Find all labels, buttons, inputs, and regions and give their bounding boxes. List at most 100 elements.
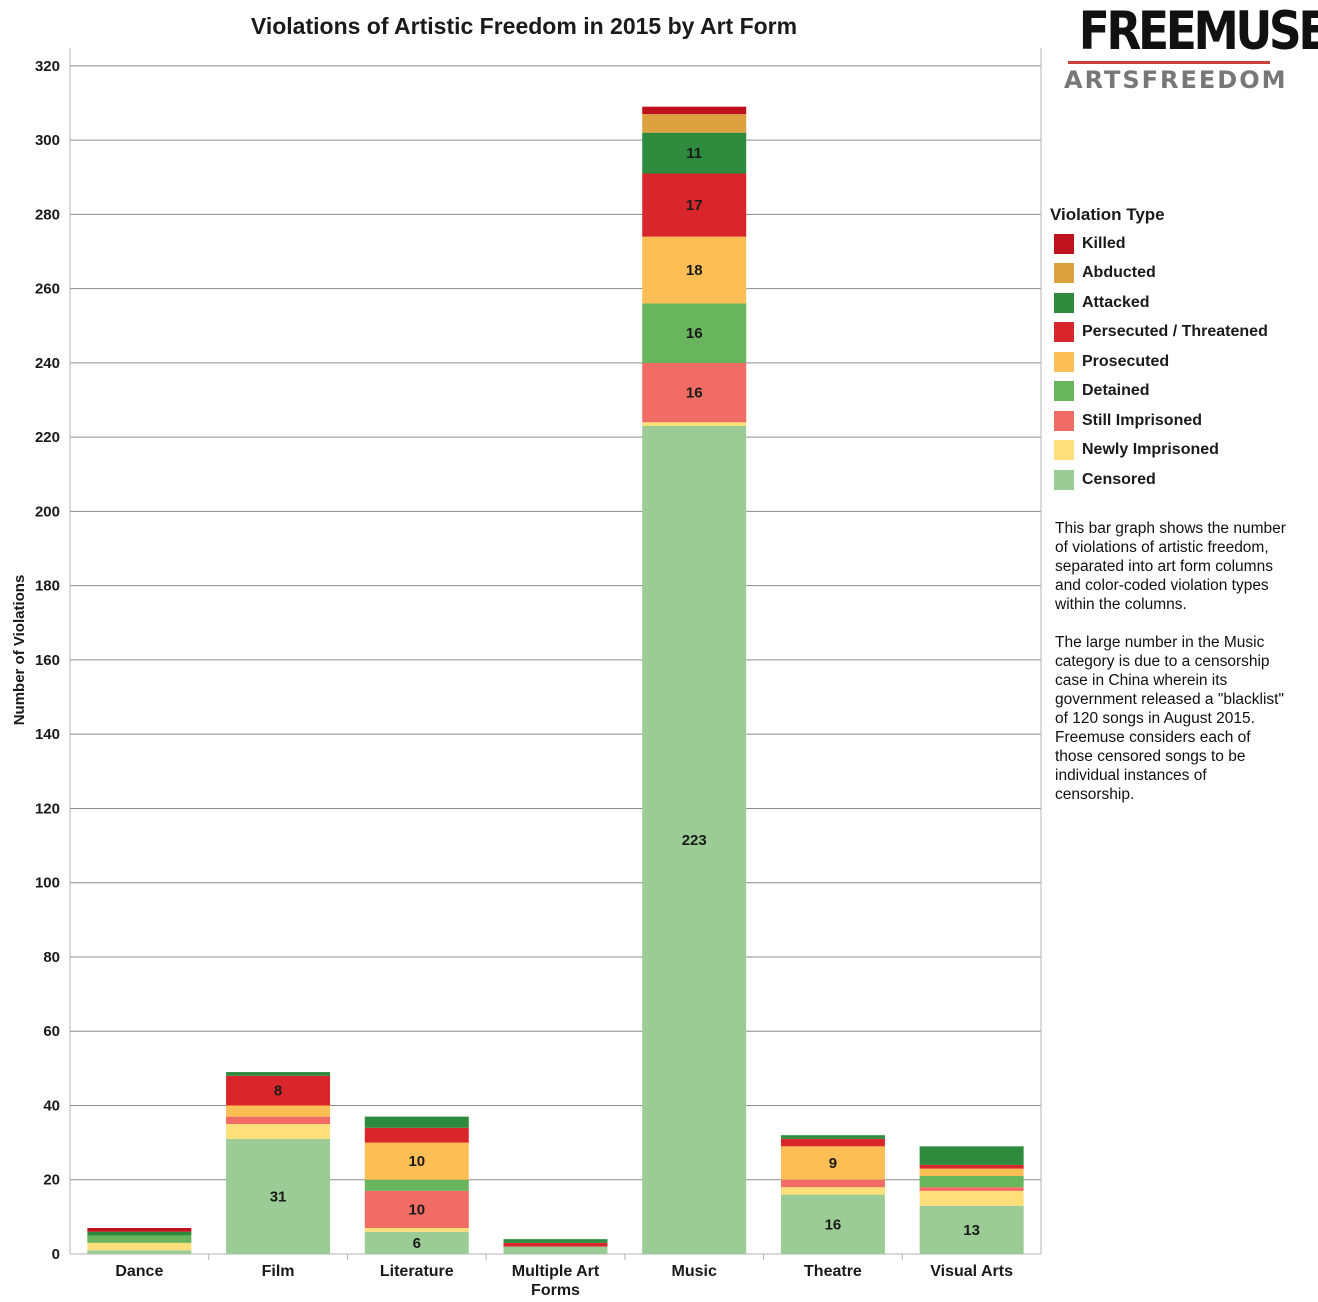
bar-segment-literature-censored <box>364 1231 469 1254</box>
bar-segment-dance-detained <box>87 1235 192 1243</box>
bar-segment-dance-attacked <box>87 1231 192 1236</box>
y-tick-label: 280 <box>35 206 60 223</box>
freemuse-logo: FREEMUSE ARTSFREEDOM <box>1064 1 1318 94</box>
x-category-label: Literature <box>380 1263 454 1280</box>
y-tick-label: 120 <box>35 800 60 817</box>
bar-segment-theatre-censored <box>780 1194 885 1254</box>
bar-segment-dance-newly-imprisoned <box>87 1242 192 1251</box>
bar-segment-music-persecuted-threatened <box>642 173 747 237</box>
y-tick-label: 140 <box>35 726 60 743</box>
data-label-visual-arts-censored: 13 <box>963 1222 980 1239</box>
bar-segment-literature-detained <box>364 1179 469 1191</box>
data-label-music-censored: 223 <box>682 832 707 849</box>
bar-segment-film-still-imprisoned <box>226 1116 331 1125</box>
logo-main-text: FREEMUSE <box>1078 1 1318 62</box>
bar-segment-music-censored <box>642 426 747 1255</box>
x-category-label: Dance <box>115 1263 163 1280</box>
bar-segment-literature-newly-imprisoned <box>364 1228 469 1232</box>
y-tick-label: 60 <box>43 1023 60 1040</box>
legend: Violation Type Killed Abducted Attacked Per… <box>1050 205 1310 495</box>
data-label-literature-still-imprisoned: 10 <box>408 1201 425 1218</box>
legend-swatch <box>1054 469 1074 490</box>
legend-label: Abducted <box>1082 264 1156 282</box>
bar-segment-visual-arts-detained <box>919 1176 1024 1188</box>
data-label-film-censored: 31 <box>270 1188 287 1205</box>
bar-segment-multiple-art-forms-censored <box>503 1246 608 1254</box>
legend-item-newly-imprisoned: Newly Imprisoned <box>1050 436 1310 466</box>
y-axis-label: Number of Violations <box>11 575 28 726</box>
legend-swatch <box>1054 292 1074 313</box>
bar-segment-visual-arts-prosecuted <box>919 1168 1024 1177</box>
y-tick-label: 200 <box>35 503 60 520</box>
logo-sub-text: ARTSFREEDOM <box>1064 66 1288 94</box>
legend-item-censored: Censored <box>1050 465 1310 495</box>
legend-swatch <box>1054 410 1074 431</box>
y-tick-label: 160 <box>35 652 60 669</box>
data-label-theatre-prosecuted: 9 <box>829 1155 837 1172</box>
data-label-music-detained: 16 <box>686 325 703 342</box>
y-tick-label: 220 <box>35 429 60 446</box>
legend-label: Attacked <box>1082 293 1150 311</box>
bar-segment-literature-attacked <box>364 1116 469 1128</box>
bar-segment-dance-killed <box>87 1228 192 1232</box>
data-label-film-persecuted-threatened: 8 <box>274 1083 282 1100</box>
bar-segment-visual-arts-censored <box>919 1205 1024 1254</box>
x-category-label: Visual Arts <box>930 1263 1013 1280</box>
description-paragraph-2: The large number in the Music category i… <box>1055 634 1284 803</box>
legend-item-abducted: Abducted <box>1050 259 1310 289</box>
legend-item-still-imprisoned: Still Imprisoned <box>1050 406 1310 436</box>
chart-description: This bar graph shows the number of viola… <box>1055 519 1287 823</box>
legend-swatch <box>1054 322 1074 343</box>
legend-label: Detained <box>1082 382 1150 400</box>
bar-segment-film-attacked <box>226 1072 331 1076</box>
legend-item-attacked: Attacked <box>1050 288 1310 318</box>
bar-segment-film-persecuted-threatened <box>226 1075 331 1106</box>
x-category-label: Multiple Art Forms <box>512 1263 600 1299</box>
y-tick-label: 240 <box>35 355 60 372</box>
legend-swatch <box>1054 263 1074 284</box>
data-label-music-persecuted-threatened: 17 <box>686 197 703 214</box>
legend-title: Violation Type <box>1050 205 1165 224</box>
legend-swatch <box>1054 351 1074 372</box>
description-paragraph-1: This bar graph shows the number of viola… <box>1055 520 1286 613</box>
bar-segment-literature-persecuted-threatened <box>364 1127 469 1143</box>
bar-segment-dance-censored <box>87 1250 192 1254</box>
x-axis-categories: Dance Film Literature Multiple Art Forms Musi… <box>115 1263 1013 1299</box>
bar-segment-theatre-persecuted-threatened <box>780 1138 885 1147</box>
y-tick-label: 260 <box>35 281 60 298</box>
bar-segment-music-killed <box>642 106 747 115</box>
bar-segment-music-abducted <box>642 114 747 133</box>
y-tick-label: 300 <box>35 132 60 149</box>
data-label-music-still-imprisoned: 16 <box>686 385 703 402</box>
bar-segment-visual-arts-persecuted-threatened <box>919 1164 1024 1169</box>
y-tick-label: 180 <box>35 578 60 595</box>
bar-segment-music-newly-imprisoned <box>642 422 747 427</box>
gridlines <box>69 48 1042 1260</box>
bar-segment-theatre-still-imprisoned <box>780 1179 885 1188</box>
bar-segment-literature-prosecuted <box>364 1142 469 1180</box>
y-tick-label: 80 <box>43 949 60 966</box>
legend-label: Prosecuted <box>1082 352 1170 370</box>
bar-segment-music-prosecuted <box>642 236 747 304</box>
legend-label: Persecuted / Threatened <box>1082 323 1268 341</box>
bar-segment-music-detained <box>642 303 747 363</box>
legend-label: Newly Imprisoned <box>1082 441 1219 459</box>
bar-segment-theatre-newly-imprisoned <box>780 1187 885 1195</box>
segment-labels: 31 8 6 10 10 223 16 16 18 17 11 16 9 13 <box>270 145 980 1252</box>
legend-label: Killed <box>1082 234 1126 252</box>
bar-segment-multiple-art-forms-persecuted-threatened <box>503 1242 608 1247</box>
legend-items: Killed Abducted Attacked Persecuted / Threa… <box>1050 229 1310 495</box>
data-label-theatre-censored: 16 <box>825 1216 842 1233</box>
x-category-label: Film <box>262 1263 295 1280</box>
legend-item-detained: Detained <box>1050 377 1310 407</box>
x-category-label: Music <box>672 1263 717 1280</box>
bars <box>87 106 1024 1255</box>
legend-item-killed: Killed <box>1050 229 1310 259</box>
chart-title: Violations of Artistic Freedom in 2015 b… <box>251 13 797 39</box>
bar-segment-film-newly-imprisoned <box>226 1124 331 1139</box>
data-label-music-attacked: 11 <box>686 145 702 162</box>
y-axis-ticks: 0 20 40 60 80 100 120 140 160 180 200 220 240 260 280 3… <box>35 58 60 1263</box>
bar-segment-theatre-prosecuted <box>780 1146 885 1180</box>
bar-segment-visual-arts-newly-imprisoned <box>919 1190 1024 1206</box>
